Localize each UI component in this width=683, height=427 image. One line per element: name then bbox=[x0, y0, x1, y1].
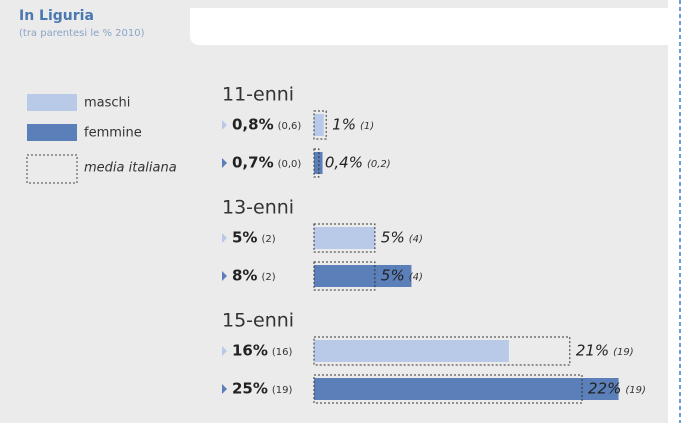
chart-title: In Liguria bbox=[19, 8, 94, 24]
chart-subtitle: (tra parentesi le % 2010) bbox=[19, 28, 145, 39]
legend-swatch bbox=[27, 94, 77, 111]
average-label: 0,4% bbox=[325, 154, 363, 172]
average-label: 21% bbox=[576, 342, 609, 360]
group-label: 13-enni bbox=[222, 197, 294, 219]
value-label: 16% bbox=[232, 342, 268, 360]
arrow bbox=[222, 233, 227, 243]
value-label-2010: (2) bbox=[261, 272, 275, 283]
legend-swatch bbox=[26, 154, 78, 184]
arrow bbox=[222, 158, 227, 168]
group-label: 11-enni bbox=[222, 84, 294, 106]
legend-label: media italiana bbox=[84, 161, 177, 176]
bar bbox=[314, 340, 509, 362]
legend-swatch bbox=[27, 124, 77, 141]
average-label-2010: (19) bbox=[625, 385, 646, 396]
average-label-2010: (4) bbox=[409, 272, 423, 283]
average-label: 5% bbox=[381, 229, 405, 247]
value-label: 0,7% bbox=[232, 154, 274, 172]
value-label: 5% bbox=[232, 229, 257, 247]
bar bbox=[314, 114, 324, 136]
average-label-2010: (1) bbox=[360, 121, 374, 132]
value-label-2010: (2) bbox=[261, 234, 275, 245]
average-label: 5% bbox=[381, 267, 405, 285]
legend-label: maschi bbox=[84, 96, 130, 111]
arrow bbox=[222, 120, 227, 130]
title-tab bbox=[190, 8, 668, 45]
value-label-2010: (0,6) bbox=[278, 121, 302, 132]
value-label: 0,8% bbox=[232, 116, 274, 134]
value-label-2010: (16) bbox=[272, 347, 293, 358]
value-label: 25% bbox=[232, 380, 268, 398]
bar bbox=[314, 227, 375, 249]
average-label-2010: (0,2) bbox=[367, 159, 391, 170]
average-label-2010: (4) bbox=[409, 234, 423, 245]
bar bbox=[314, 265, 412, 287]
arrow bbox=[222, 384, 227, 394]
bar bbox=[314, 152, 323, 174]
value-label-2010: (0,0) bbox=[278, 159, 302, 170]
value-label: 8% bbox=[232, 267, 257, 285]
arrow bbox=[222, 346, 227, 356]
legend-label: femmine bbox=[84, 126, 142, 141]
group-label: 15-enni bbox=[222, 310, 294, 332]
average-box bbox=[313, 336, 571, 366]
average-label: 1% bbox=[332, 116, 356, 134]
value-label-2010: (19) bbox=[272, 385, 293, 396]
average-box bbox=[313, 374, 583, 404]
arrow bbox=[222, 271, 227, 281]
bar bbox=[314, 378, 619, 400]
average-label: 22% bbox=[588, 380, 621, 398]
average-label-2010: (19) bbox=[613, 347, 634, 358]
